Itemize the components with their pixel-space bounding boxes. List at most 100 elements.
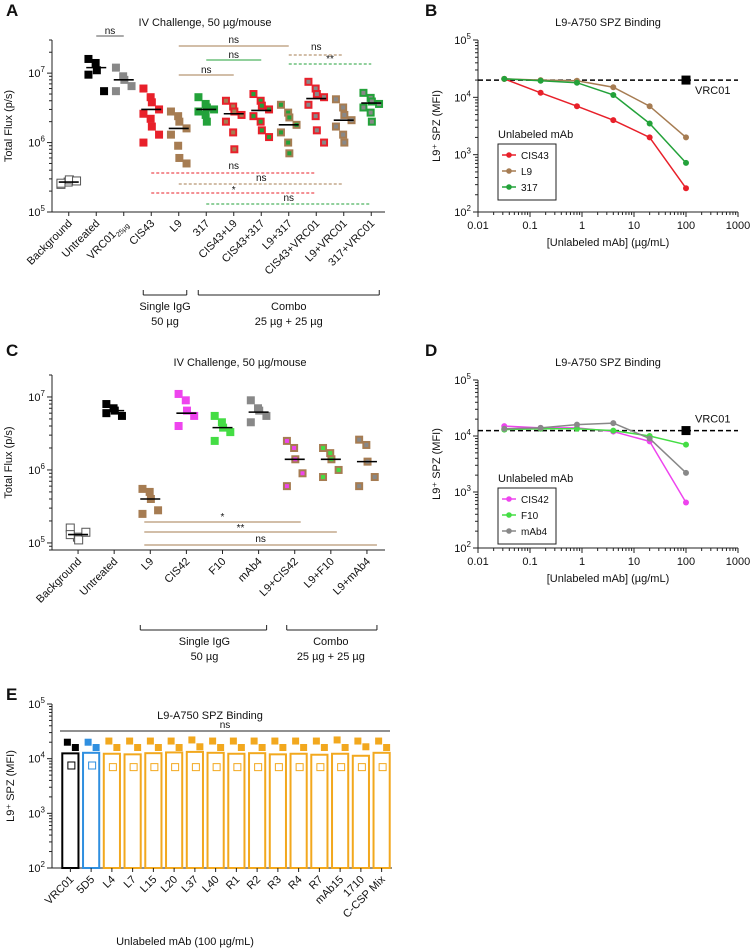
data-point xyxy=(537,424,544,431)
data-point xyxy=(67,761,76,770)
x-tick-label: 100 xyxy=(677,556,695,568)
y-axis-label: Total Flux (p/s) xyxy=(3,426,15,498)
legend-marker xyxy=(506,152,512,158)
bar xyxy=(310,753,329,870)
data-point xyxy=(56,178,66,188)
reference-point xyxy=(681,75,691,85)
x-tick-label: Untreated xyxy=(78,556,121,599)
series-line xyxy=(503,78,687,189)
panel-a: IV Challenge, 50 µg/mouse 105 106 107 Total … xyxy=(3,17,385,328)
y-axis-label: L9⁺ SPZ (MFI) xyxy=(431,428,443,500)
data-point-inner xyxy=(336,467,341,472)
data-point xyxy=(375,737,383,745)
data-point-inner xyxy=(232,109,237,114)
y-tick-label: 105 xyxy=(454,372,471,387)
data-point xyxy=(147,122,156,131)
y-tick-label: 103 xyxy=(454,484,471,499)
group-label: Combo xyxy=(313,636,348,648)
data-point-inner xyxy=(232,147,237,152)
data-point xyxy=(111,63,120,72)
data-point xyxy=(362,743,370,751)
data-point-inner xyxy=(251,114,256,119)
data-point-inner xyxy=(333,97,338,102)
data-point xyxy=(271,737,279,745)
x-tick-label: L9+CIS42 xyxy=(258,556,301,599)
data-point-inner xyxy=(377,101,382,106)
bar xyxy=(123,753,142,869)
data-point xyxy=(212,763,221,772)
data-point xyxy=(610,420,617,427)
data-point-inner xyxy=(314,92,319,97)
data-point xyxy=(646,435,653,442)
data-point xyxy=(501,75,508,82)
data-point xyxy=(91,58,100,67)
data-point-inner xyxy=(313,114,318,119)
group-label: 25 µg + 25 µg xyxy=(255,316,323,328)
data-point-inner xyxy=(357,437,362,442)
data-point-inner xyxy=(368,110,373,115)
data-point xyxy=(229,737,237,745)
x-tick-label: 10 xyxy=(628,556,640,568)
data-point-inner xyxy=(259,128,264,133)
series-line xyxy=(504,427,687,446)
data-point xyxy=(166,107,175,116)
data-point xyxy=(202,103,211,112)
y-tick-label: 106 xyxy=(28,135,45,150)
x-tick-label: R1 xyxy=(224,874,242,892)
x-tick-label: 1000 xyxy=(726,220,750,232)
y-tick-label: 102 xyxy=(28,860,45,875)
y-tick-label: 104 xyxy=(454,428,471,443)
data-point xyxy=(150,763,159,772)
y-tick-label: 107 xyxy=(28,65,45,80)
data-point-inner xyxy=(342,140,347,145)
data-point-inner xyxy=(306,79,311,84)
data-point xyxy=(182,406,191,415)
x-tick-label: L9+F10 xyxy=(302,556,337,591)
data-point xyxy=(341,744,349,752)
data-point-inner xyxy=(267,107,272,112)
y-tick-label: 105 xyxy=(28,696,45,711)
data-point xyxy=(246,396,255,405)
x-tick-label: VRC01 xyxy=(43,874,77,908)
panel-d: L9-A750 SPZ Binding 102 103 104 105 L9⁺ SPZ (… xyxy=(431,357,750,585)
bar xyxy=(268,753,287,869)
data-point xyxy=(209,737,217,745)
data-point xyxy=(190,411,199,420)
x-tick-label: 0.1 xyxy=(522,220,537,232)
data-point-inner xyxy=(267,135,272,140)
data-point xyxy=(683,159,689,166)
significance-label: ns xyxy=(228,161,239,172)
x-tick-label: L7 xyxy=(122,874,139,891)
x-tick-label: 1 xyxy=(579,220,585,232)
legend-marker xyxy=(506,168,512,174)
data-point-inner xyxy=(231,130,236,135)
data-point xyxy=(117,411,126,420)
significance-label: ns xyxy=(256,173,267,184)
x-tick-label: 317 xyxy=(191,218,212,239)
legend-marker xyxy=(506,184,512,190)
data-point xyxy=(357,763,366,772)
panel-label: E xyxy=(6,685,17,704)
data-point xyxy=(127,82,136,91)
x-tick-label: L9+mAb4 xyxy=(331,556,373,598)
data-point xyxy=(610,91,617,98)
panel-label: D xyxy=(425,341,437,360)
data-point xyxy=(134,744,142,752)
x-axis-label: [Unlabeled mAb] (µg/mL) xyxy=(547,237,670,249)
data-point xyxy=(202,117,211,126)
group-label: Combo xyxy=(271,301,306,313)
data-point xyxy=(181,396,190,405)
data-point xyxy=(250,737,258,745)
data-point xyxy=(175,744,183,752)
data-point xyxy=(201,110,210,119)
data-point xyxy=(300,744,308,752)
data-point xyxy=(174,422,183,431)
data-point xyxy=(129,763,138,772)
data-point xyxy=(174,141,183,150)
x-axis-label: Unlabeled mAb (100 µg/mL) xyxy=(116,936,254,948)
y-tick-label: 104 xyxy=(28,751,45,766)
data-point xyxy=(111,87,120,96)
data-point xyxy=(683,185,689,192)
panel-label: B xyxy=(425,1,437,20)
data-point xyxy=(337,763,346,772)
